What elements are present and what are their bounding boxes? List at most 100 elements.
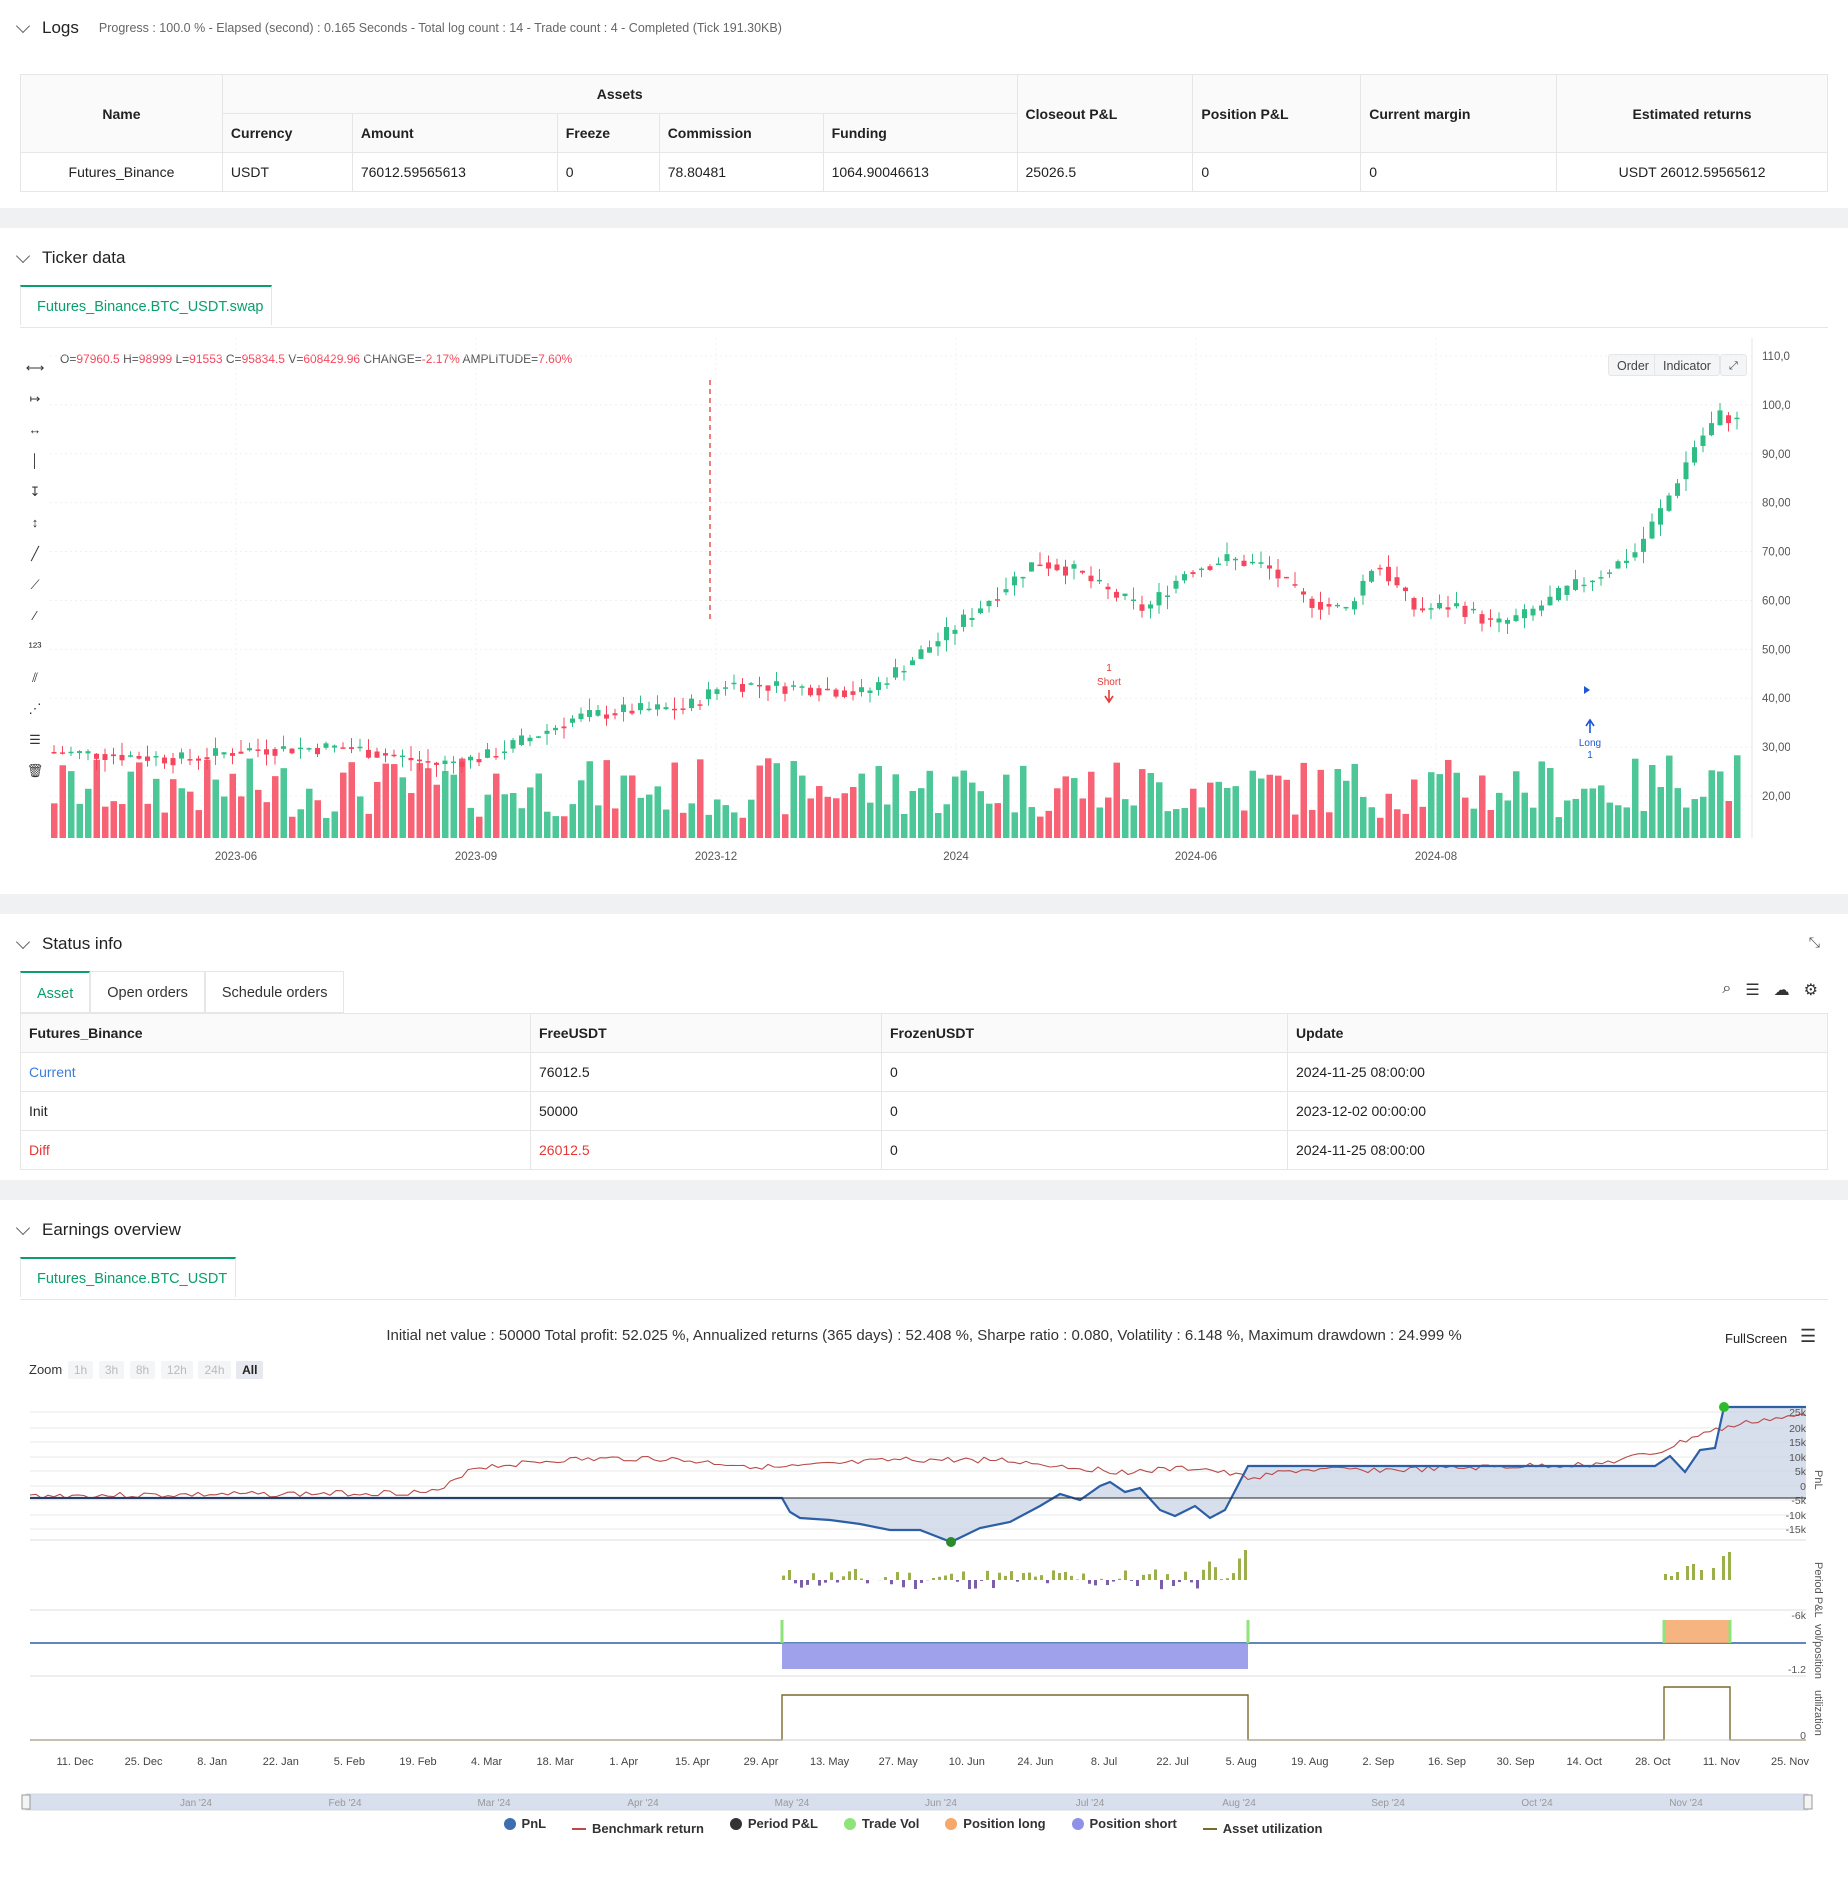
trend-line-icon[interactable]: ╱ [31, 545, 39, 561]
logs-header[interactable]: Logs Progress : 100.0 % - Elapsed (secon… [15, 18, 782, 38]
collapse-icon[interactable]: ⤡ [1808, 934, 1820, 950]
list-icon[interactable]: ☰ [1745, 982, 1760, 999]
horizontal-ray-icon[interactable]: ↦ [29, 390, 41, 406]
x-tick-label: 14. Oct [1566, 1756, 1601, 1768]
table-row: Init 50000 0 2023-12-02 00:00:00 [20, 1091, 1828, 1131]
tab-schedule-orders[interactable]: Schedule orders [204, 971, 345, 1012]
pnl-tick-label: 5k [1795, 1466, 1807, 1478]
legend-pnl[interactable]: PnL [503, 1816, 546, 1831]
zoom-3h[interactable]: 3h [98, 1361, 125, 1379]
y-tick-label: 50,000.00 [1762, 644, 1790, 656]
tab-btc-usdt[interactable]: Futures_Binance.BTC_USDT [20, 1257, 236, 1297]
expand-icon[interactable]: ⤢ [1720, 354, 1747, 376]
legend-trade-vol[interactable]: Trade Vol [843, 1816, 919, 1831]
legend-position-long[interactable]: Position long [945, 1816, 1046, 1831]
zoom-24h[interactable]: 24h [198, 1361, 231, 1379]
short-marker: 1 Short [1097, 663, 1121, 704]
ohlc-readout: O=97960.5 H=98999 L=91553 C=95834.5 V=60… [60, 352, 573, 366]
x-tick-label: 1. Apr [609, 1756, 638, 1768]
row-label-init: Init [20, 1091, 531, 1131]
x-tick-label: 2023-09 [455, 851, 497, 863]
x-tick-label: 22. Jul [1156, 1756, 1188, 1768]
x-tick-label: 25. Nov [1771, 1756, 1809, 1768]
logs-table-wrap: Name Assets Closeout P&L Position P&L Cu… [20, 74, 1828, 192]
status-table: Futures_Binance FreeUSDT FrozenUSDT Upda… [20, 1013, 1828, 1170]
gear-icon[interactable]: ⚙ [1803, 982, 1818, 999]
zoom-12h[interactable]: 12h [160, 1361, 193, 1379]
col-closeout: Closeout P&L [1016, 74, 1194, 153]
ticker-header[interactable]: Ticker data [15, 248, 125, 268]
earnings-header[interactable]: Earnings overview [15, 1220, 181, 1240]
zoom-1h[interactable]: 1h [67, 1361, 94, 1379]
search-icon[interactable]: ⌕ [1722, 980, 1732, 997]
legend-asset-utilization[interactable]: Asset utilization [1202, 1821, 1322, 1836]
x-tick-label: 5. Feb [334, 1756, 365, 1768]
tab-open-orders[interactable]: Open orders [90, 971, 205, 1012]
candlestick-chart[interactable]: 110,000.00 100,000.00 90,000.00 80,000.00 70… [50, 338, 1790, 878]
legend-position-short[interactable]: Position short [1071, 1816, 1177, 1831]
y-tick-label: 100,000.00 [1762, 400, 1790, 412]
x-tick-label: 29. Apr [744, 1756, 779, 1768]
svg-text:1: 1 [1106, 663, 1112, 674]
menu-icon[interactable]: ☰ [1800, 1326, 1817, 1346]
earnings-title: Earnings overview [42, 1220, 181, 1239]
x-tick-label: 22. Jan [263, 1756, 299, 1768]
trash-icon[interactable]: 🗑 [26, 762, 44, 778]
horizontal-line-icon[interactable]: ⟷ [25, 359, 45, 375]
col-funding: Funding [822, 113, 1018, 153]
cell-update: 2024-11-25 08:00:00 [1287, 1052, 1828, 1092]
nav-tick-label: May '24 [775, 1798, 810, 1809]
cell-frozen: 0 [881, 1130, 1288, 1170]
logs-title: Logs [42, 18, 79, 37]
col-returns: Estimated returns [1556, 74, 1828, 153]
table-row: Futures_Binance USDT 76012.59565613 0 78… [20, 152, 1828, 192]
fullscreen-button[interactable]: FullScreen [1725, 1331, 1788, 1346]
order-button[interactable]: Order [1608, 354, 1658, 376]
x-tick-label: 11. Nov [1703, 1756, 1741, 1768]
price-label-icon[interactable]: ¹²³ [28, 639, 42, 654]
status-header[interactable]: Status info [15, 934, 122, 954]
cell-update: 2024-11-25 08:00:00 [1287, 1130, 1828, 1170]
parallel-lines-icon[interactable]: ⫽ [32, 669, 38, 685]
horizontal-segment-icon[interactable]: ↔ [28, 422, 42, 437]
indicator-button[interactable]: Indicator [1654, 354, 1720, 376]
fibonacci-icon[interactable]: ☰ [29, 731, 41, 747]
tab-asset[interactable]: Asset [20, 971, 91, 1012]
earnings-chart[interactable]: 25k 20k 15k 10k 5k 0 -5k -10k -15k PnL -6k Perio… [0, 1390, 1848, 1840]
chevron-down-icon[interactable] [15, 18, 31, 33]
x-tick-label: 4. Mar [471, 1756, 503, 1768]
cell-name: Futures_Binance [20, 152, 223, 192]
y-tick-label: 80,000.00 [1762, 498, 1790, 510]
ticker-panel: Ticker data Futures_Binance.BTC_USDT.swa… [0, 228, 1848, 894]
x-tick-label: 11. Dec [56, 1756, 94, 1768]
y-tick-label: 40,000.00 [1762, 693, 1790, 705]
legend-benchmark[interactable]: Benchmark return [571, 1821, 704, 1836]
tab-btc-swap[interactable]: Futures_Binance.BTC_USDT.swap [20, 285, 272, 325]
x-tick-label: 8. Jan [197, 1756, 227, 1768]
legend-period-pnl[interactable]: Period P&L [729, 1816, 818, 1831]
col-margin: Current margin [1360, 74, 1558, 153]
channel-icon[interactable]: ⋰ [28, 700, 42, 716]
vertical-segment-icon[interactable]: ↕ [31, 515, 39, 530]
pnl-tick-label: -10k [1786, 1510, 1807, 1522]
col-exchange: Futures_Binance [20, 1013, 531, 1053]
vertical-line-icon[interactable]: │ [30, 453, 40, 468]
status-toolbar: ⌕ ☰ ☁ ⚙ [1722, 980, 1818, 1000]
ray-line-icon[interactable]: ⟋ [30, 576, 40, 592]
zoom-all[interactable]: All [236, 1361, 264, 1379]
cell-commission: 78.80481 [658, 152, 824, 192]
cloud-download-icon[interactable]: ☁ [1773, 982, 1790, 999]
row-label-current[interactable]: Current [20, 1052, 531, 1092]
svg-text:-1.2: -1.2 [1788, 1664, 1806, 1676]
segment-icon[interactable]: ⁄ [33, 608, 37, 623]
chevron-down-icon[interactable] [15, 1220, 31, 1235]
vertical-ray-icon[interactable]: ↧ [29, 483, 41, 499]
col-amount: Amount [351, 113, 558, 153]
chevron-down-icon[interactable] [15, 248, 31, 263]
x-tick-label: 5. Aug [1226, 1756, 1257, 1768]
x-tick-label: 8. Jul [1091, 1756, 1117, 1768]
col-currency: Currency [221, 113, 353, 153]
vol-axis-label: vol/position [1812, 1624, 1824, 1679]
chevron-down-icon[interactable] [15, 934, 31, 949]
zoom-8h[interactable]: 8h [129, 1361, 156, 1379]
